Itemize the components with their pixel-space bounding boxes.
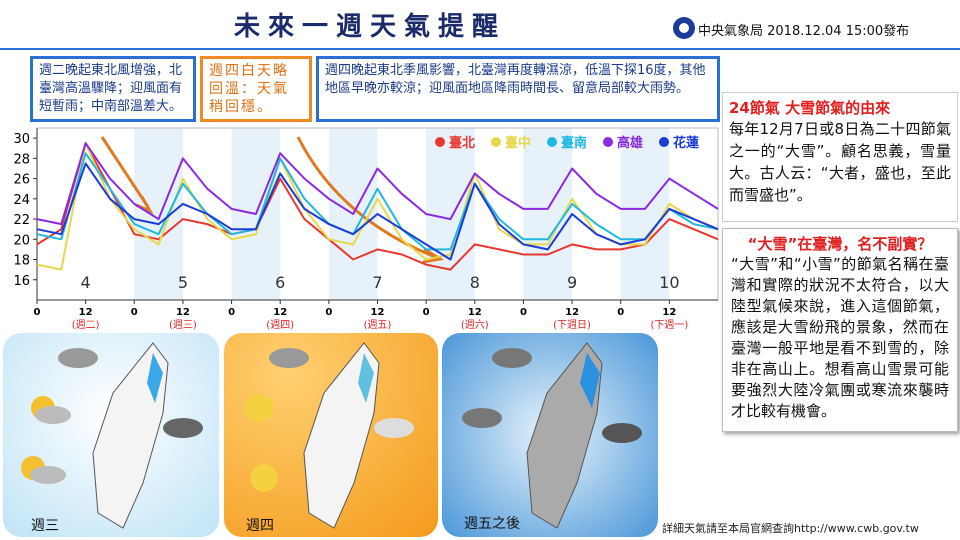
map-panel: 週四	[224, 333, 438, 537]
y-tick-label: 22	[13, 213, 30, 228]
legend-label: 高雄	[617, 135, 643, 151]
series-line	[36, 152, 719, 251]
arrow	[100, 136, 150, 208]
day-label: 6	[275, 273, 285, 292]
arrow	[422, 247, 445, 264]
day-label: 5	[178, 273, 188, 292]
x-tick-label: 12	[273, 307, 287, 318]
y-tick-label: 26	[13, 173, 30, 188]
x-tick-label: 0	[228, 307, 235, 318]
sidebar-title: “大雪”在臺灣，名不副實？	[747, 235, 933, 253]
day-label: 8	[470, 273, 480, 292]
weekday-label: (週六)	[461, 319, 489, 330]
map	[21, 342, 203, 529]
x-tick-label: 0	[131, 307, 138, 318]
day-label: 9	[567, 273, 577, 292]
map-label: 週三	[31, 518, 59, 534]
x-tick-label: 12	[662, 307, 676, 318]
map-label: 週五之後	[464, 516, 520, 532]
day-band	[134, 128, 183, 300]
map-panel: 週五之後	[442, 333, 658, 537]
map	[245, 342, 414, 529]
arrow	[296, 136, 439, 260]
legend-marker	[547, 137, 557, 147]
y-tick-label: 18	[13, 254, 30, 269]
y-tick-label: 16	[13, 274, 30, 289]
note: 週二晚起東北風增強，北臺灣高溫驟降；迎風面有短暫雨；中南部溫差大。	[30, 56, 196, 122]
map-panel: 週三	[3, 333, 219, 537]
day-label: 4	[81, 273, 91, 292]
weekday-label: (週四)	[266, 319, 294, 330]
weekday-label: (週三)	[169, 319, 197, 330]
y-tick-label: 24	[13, 193, 30, 208]
x-tick-label: 12	[176, 307, 190, 318]
sidebar-body: 每年12月7日或8日為二十四節氣之一的“大雪”。顧名思義，雪量大。古人云：“大者…	[729, 120, 951, 204]
sidebar-body: “大雪”和“小雪”的節氣名稱在臺灣和實際的狀況不太符合，以大陸型氣候來說，進入這…	[731, 255, 949, 420]
legend-label: 臺中	[505, 135, 531, 151]
x-tick-label: 12	[565, 307, 579, 318]
page-title: 未來一週天氣提醒	[233, 12, 506, 42]
x-tick-label: 12	[371, 307, 385, 318]
series-line	[36, 142, 719, 226]
x-tick-label: 0	[34, 307, 41, 318]
y-tick-label: 20	[13, 233, 30, 248]
logo	[673, 17, 695, 39]
footer: 詳細天氣請至本局官網查詢http://www.cwb.gov.tw	[662, 522, 919, 535]
note: 週四白天略回溫：天氣稍回穩。	[200, 56, 312, 122]
series-line	[36, 142, 719, 271]
map-label: 週四	[246, 518, 274, 534]
day-band	[620, 128, 670, 300]
series-line	[36, 162, 719, 261]
y-tick-label: 30	[13, 132, 30, 147]
x-tick-label: 0	[520, 307, 527, 318]
x-tick-label: 0	[423, 307, 430, 318]
day-label: 7	[372, 273, 382, 292]
legend-marker	[491, 137, 501, 147]
weekday-label: (下週日)	[553, 319, 591, 330]
sidebar-section: 24節氣 大雪節氣的由來 每年12月7日或8日為二十四節氣之一的“大雪”。顧名思…	[722, 92, 958, 222]
map	[462, 342, 642, 529]
day-band	[426, 128, 475, 300]
chart: 16 18 20 22 24 26 28 30 0 12 0 12 0 12 0 12 0 12 0 12 0 12 4 (週…	[13, 127, 719, 330]
day-label: 10	[659, 273, 679, 292]
x-tick-label: 12	[468, 307, 482, 318]
sidebar-title: 24節氣 大雪節氣的由來	[729, 99, 891, 117]
legend-label: 臺北	[449, 135, 475, 151]
weekday-label: (下週一)	[650, 319, 688, 330]
legend-marker	[435, 137, 445, 147]
legend-label: 臺南	[561, 135, 587, 151]
note: 週四晚起東北季風影響，北臺灣再度轉濕涼，低溫下探16度，其他地區早晚亦較涼；迎風…	[316, 56, 720, 122]
x-tick-label: 0	[325, 307, 332, 318]
legend-marker	[603, 137, 613, 147]
x-tick-label: 0	[617, 307, 624, 318]
header: 未來一週天氣提醒 中央氣象局 2018.12.04 15:00發布	[0, 0, 960, 50]
legend-marker	[659, 137, 669, 147]
weekday-label: (週五)	[364, 319, 392, 330]
legend-label: 花蓮	[673, 135, 699, 151]
x-tick-label: 12	[79, 307, 93, 318]
sidebar-section: “大雪”在臺灣，名不副實？ “大雪”和“小雪”的節氣名稱在臺灣和實際的狀況不太符…	[722, 228, 958, 432]
issuer: 中央氣象局 2018.12.04 15:00發布	[698, 24, 910, 39]
weekday-label: (週二)	[72, 319, 100, 330]
y-tick-label: 28	[13, 152, 30, 167]
